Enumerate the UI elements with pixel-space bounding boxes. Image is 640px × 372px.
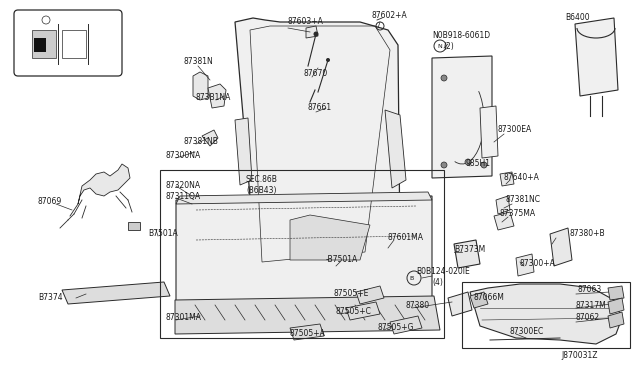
Polygon shape — [480, 106, 498, 158]
Text: B: B — [409, 276, 413, 280]
Text: 87301MA: 87301MA — [166, 314, 202, 323]
Polygon shape — [608, 298, 624, 314]
Text: 87300EA: 87300EA — [497, 125, 531, 135]
Bar — [34, 38, 46, 52]
Text: 87381NB: 87381NB — [183, 138, 218, 147]
Text: 87311QA: 87311QA — [165, 192, 200, 201]
Polygon shape — [306, 26, 318, 38]
Text: B6400: B6400 — [565, 13, 589, 22]
Polygon shape — [494, 212, 514, 230]
Bar — [160, 170, 444, 338]
Text: B7373M: B7373M — [454, 246, 485, 254]
Polygon shape — [575, 18, 618, 96]
Polygon shape — [346, 302, 380, 320]
Text: 87375MA: 87375MA — [500, 209, 536, 218]
Polygon shape — [496, 196, 510, 214]
Text: 87069: 87069 — [38, 198, 62, 206]
Text: 87601MA: 87601MA — [388, 234, 424, 243]
Polygon shape — [356, 286, 384, 304]
Circle shape — [314, 32, 319, 36]
Polygon shape — [608, 312, 624, 328]
Polygon shape — [78, 164, 130, 204]
Polygon shape — [235, 18, 400, 270]
Polygon shape — [608, 286, 624, 300]
Polygon shape — [290, 324, 324, 340]
Text: 87380+B: 87380+B — [569, 230, 605, 238]
Text: J870031Z: J870031Z — [561, 350, 598, 359]
Polygon shape — [176, 196, 432, 326]
Text: 87670: 87670 — [303, 68, 327, 77]
Polygon shape — [62, 282, 170, 304]
Circle shape — [326, 58, 330, 62]
Text: 87381N: 87381N — [183, 58, 212, 67]
Text: 87640+A: 87640+A — [503, 173, 539, 182]
Circle shape — [481, 162, 487, 168]
Text: SEC.86B: SEC.86B — [246, 176, 278, 185]
Text: B7501A: B7501A — [148, 230, 178, 238]
Circle shape — [465, 159, 471, 165]
Text: 87505+E: 87505+E — [333, 289, 369, 298]
Polygon shape — [432, 56, 492, 178]
Polygon shape — [385, 110, 406, 188]
Text: B7374: B7374 — [38, 292, 63, 301]
Text: B0B124-020IE: B0B124-020IE — [416, 267, 470, 276]
Text: 87602+A: 87602+A — [371, 12, 407, 20]
Polygon shape — [290, 215, 370, 260]
Text: (4): (4) — [432, 279, 443, 288]
Text: (86B43): (86B43) — [246, 186, 276, 195]
Text: 87380: 87380 — [405, 301, 429, 310]
Polygon shape — [235, 118, 252, 185]
Text: 87062: 87062 — [576, 314, 600, 323]
Polygon shape — [470, 292, 488, 308]
Text: 873B1NA: 873B1NA — [196, 93, 232, 103]
Text: N: N — [437, 44, 442, 48]
Text: 87661: 87661 — [308, 103, 332, 112]
Text: N0B918-6061D: N0B918-6061D — [432, 32, 490, 41]
Text: 87603+A: 87603+A — [287, 17, 323, 26]
Text: 87320NA: 87320NA — [165, 180, 200, 189]
Polygon shape — [176, 192, 432, 204]
Text: 87300+A: 87300+A — [519, 260, 555, 269]
Circle shape — [441, 162, 447, 168]
Polygon shape — [454, 240, 480, 268]
Bar — [128, 222, 140, 230]
Polygon shape — [208, 84, 226, 108]
Polygon shape — [516, 254, 534, 276]
Bar — [62, 30, 86, 58]
Polygon shape — [500, 172, 514, 186]
Polygon shape — [390, 316, 422, 334]
Polygon shape — [175, 296, 440, 334]
Text: 985H1: 985H1 — [466, 158, 491, 167]
Polygon shape — [202, 130, 218, 146]
Text: 87381NC: 87381NC — [505, 196, 540, 205]
Polygon shape — [550, 228, 572, 266]
Circle shape — [441, 75, 447, 81]
Text: 87505+G: 87505+G — [378, 324, 415, 333]
Polygon shape — [448, 292, 472, 316]
Text: 87505+C: 87505+C — [336, 308, 372, 317]
Text: (2): (2) — [443, 42, 454, 51]
Text: 87066M: 87066M — [474, 294, 505, 302]
Text: 87505+A: 87505+A — [289, 328, 325, 337]
Text: 87300EC: 87300EC — [510, 327, 544, 337]
Bar — [32, 30, 56, 58]
Polygon shape — [470, 284, 622, 344]
Text: -B7501A: -B7501A — [326, 256, 358, 264]
Bar — [462, 282, 630, 348]
Text: 87063: 87063 — [578, 285, 602, 295]
Polygon shape — [193, 72, 208, 100]
Text: 87300NA: 87300NA — [165, 151, 200, 160]
Text: 87317M: 87317M — [576, 301, 607, 310]
